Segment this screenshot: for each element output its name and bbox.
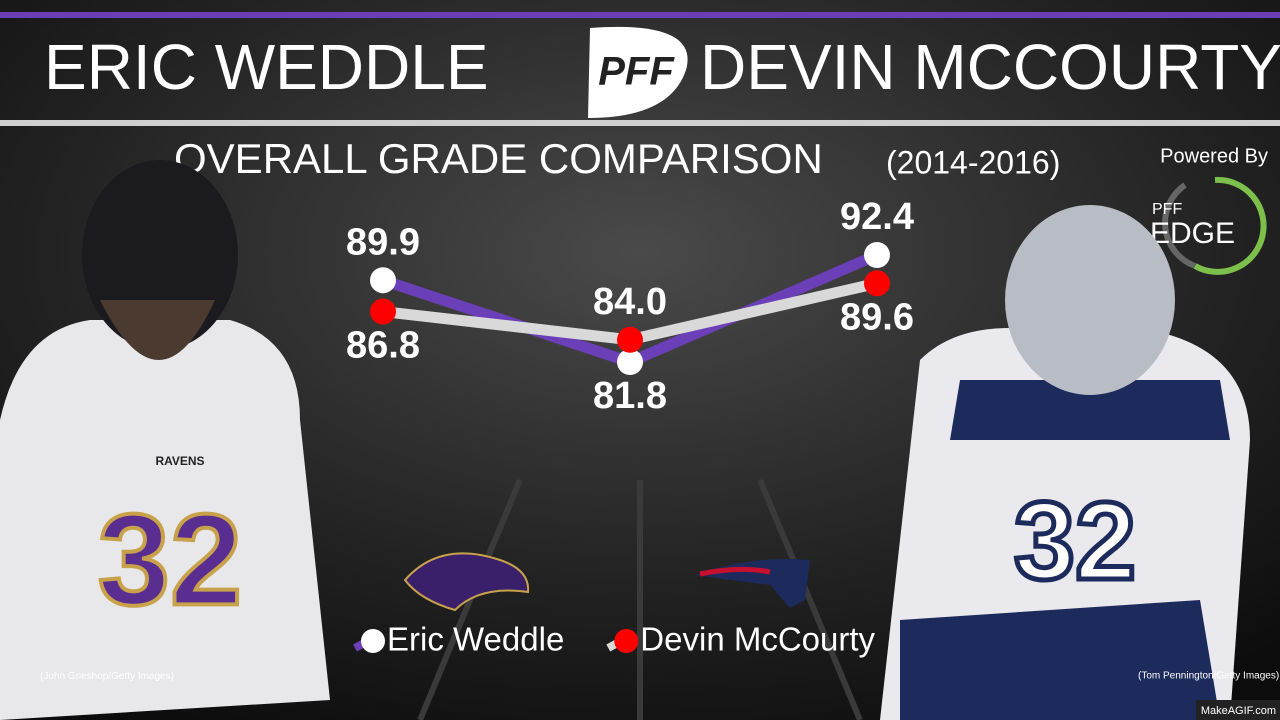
legend-label: Eric Weddle: [387, 621, 564, 658]
photo-credit-right: (Tom Pennington/Getty Images): [1138, 671, 1279, 682]
watermark: MakeAGIF.com: [1201, 705, 1276, 717]
photo-credit-left: (John Grieshop/Getty Images): [40, 671, 174, 682]
legend-marker: [361, 629, 385, 653]
ravens-logo: [403, 552, 530, 612]
point: [864, 270, 890, 297]
chart-title: OVERALL GRADE COMPARISON: [174, 135, 823, 182]
edge-ring: [1193, 176, 1267, 275]
top-stripe: [0, 12, 1280, 18]
data-label: 86.8: [346, 325, 420, 367]
chart-subtitle: (2014-2016): [886, 144, 1060, 180]
edge-product: EDGE: [1150, 217, 1235, 250]
point: [370, 298, 396, 325]
svg-text:RAVENS: RAVENS: [155, 454, 204, 468]
data-label: 81.8: [593, 375, 667, 417]
svg-text:32: 32: [1014, 480, 1136, 603]
right-name: DEVIN MCCOURTY: [700, 31, 1280, 103]
pff-logo: [588, 26, 688, 118]
data-label: 84.0: [593, 281, 667, 323]
powered-by: Powered By: [1160, 145, 1268, 167]
data-label: 89.9: [346, 221, 420, 263]
pff-logo-text: PFF: [598, 50, 675, 94]
point: [617, 349, 643, 375]
data-label: 89.6: [840, 296, 914, 338]
point: [617, 326, 643, 353]
data-label: 92.4: [840, 196, 914, 238]
patriots-logo: [695, 559, 810, 608]
legend-label: Devin McCourty: [640, 621, 875, 658]
right-player: 32: [880, 205, 1250, 720]
edge-ring-gray: [1162, 182, 1197, 269]
svg-text:32: 32: [98, 486, 243, 632]
point: [370, 267, 396, 294]
legend: Eric Weddle Devin McCourty: [353, 621, 876, 658]
edge-brand: PFF: [1152, 201, 1182, 218]
point: [864, 242, 890, 268]
header-divider: [0, 120, 1280, 126]
legend-marker: [614, 629, 639, 653]
watermark-bg: [1196, 700, 1280, 720]
plot: 89.9 81.8 92.4 86.8 84.0 89.6: [346, 196, 914, 417]
left-player: RAVENS 32: [0, 160, 330, 720]
left-name: ERIC WEDDLE: [44, 31, 489, 103]
